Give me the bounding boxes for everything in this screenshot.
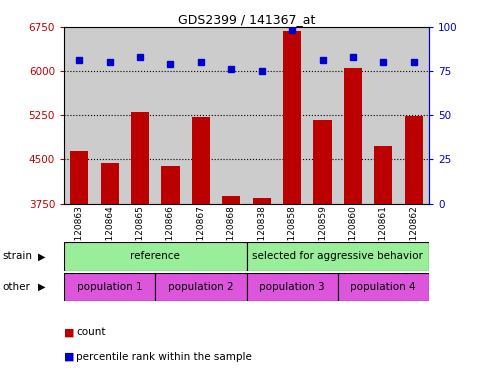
Bar	[64, 242, 246, 271]
Bar	[222, 197, 241, 204]
Bar	[155, 273, 246, 301]
Text: selected for aggressive behavior: selected for aggressive behavior	[252, 251, 423, 262]
Text: reference: reference	[130, 251, 180, 262]
Bar	[344, 68, 362, 204]
Text: other: other	[2, 282, 31, 292]
Bar	[252, 198, 271, 204]
Bar	[314, 120, 332, 204]
Text: ■: ■	[64, 352, 74, 362]
Bar	[101, 164, 119, 204]
Text: ■: ■	[64, 327, 74, 337]
Bar	[64, 273, 155, 301]
Bar	[161, 166, 179, 204]
Bar	[246, 273, 338, 301]
Text: ▶: ▶	[38, 282, 46, 292]
Bar	[283, 31, 301, 204]
Text: population 1: population 1	[77, 282, 142, 292]
Bar	[70, 151, 88, 204]
Bar	[192, 117, 210, 204]
Text: population 3: population 3	[259, 282, 325, 292]
Bar	[338, 273, 429, 301]
Text: strain: strain	[2, 251, 33, 262]
Title: GDS2399 / 141367_at: GDS2399 / 141367_at	[178, 13, 315, 26]
Text: ▶: ▶	[38, 251, 46, 262]
Text: population 4: population 4	[351, 282, 416, 292]
Bar	[131, 112, 149, 204]
Bar	[405, 116, 423, 204]
Text: percentile rank within the sample: percentile rank within the sample	[76, 352, 252, 362]
Text: count: count	[76, 327, 106, 337]
Bar	[374, 146, 392, 204]
Bar	[246, 242, 429, 271]
Text: population 2: population 2	[168, 282, 234, 292]
